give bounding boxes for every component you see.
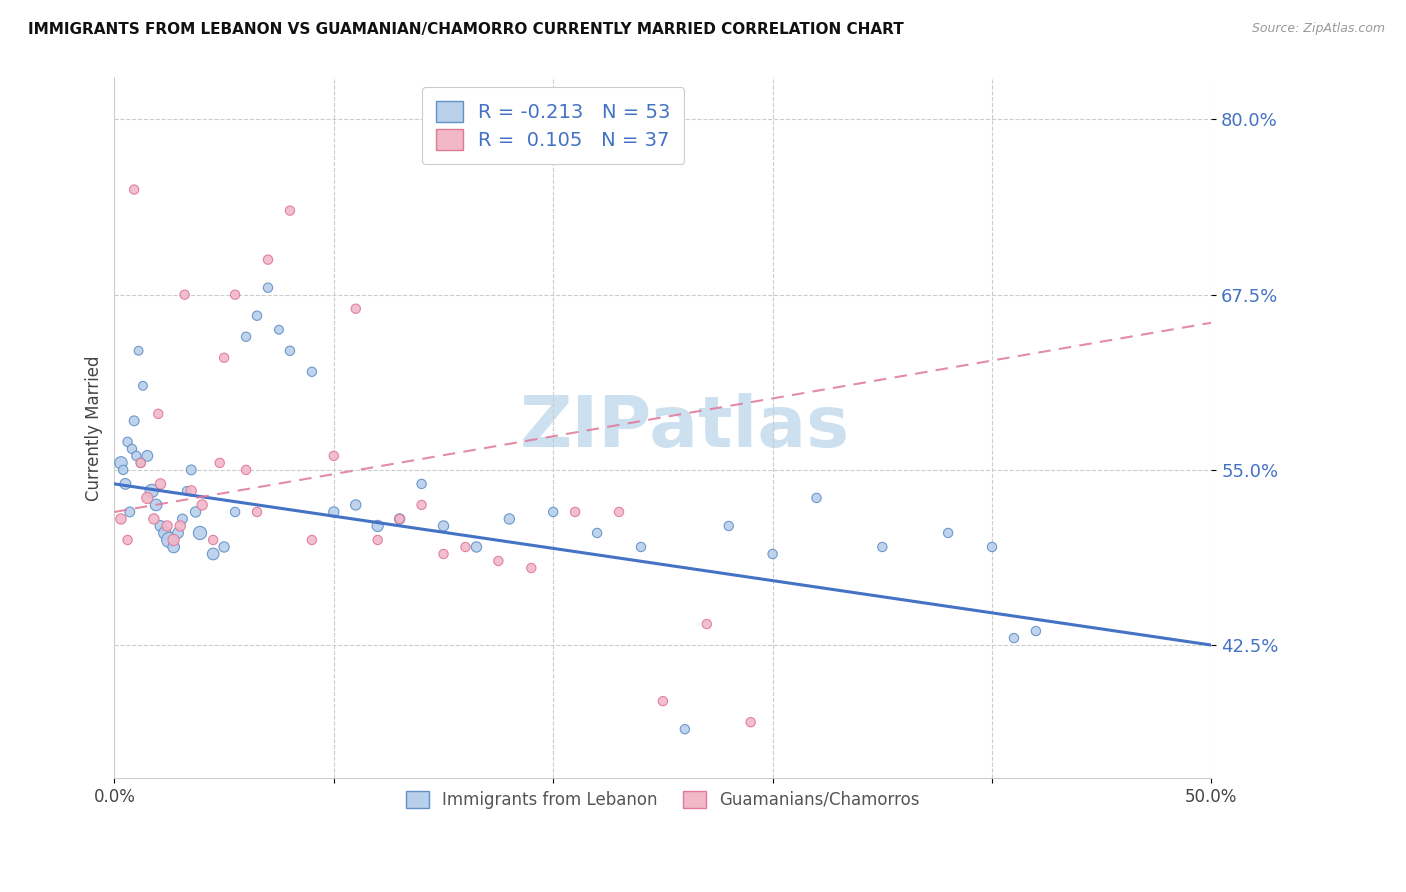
Point bbox=[301, 365, 323, 379]
Point bbox=[432, 547, 454, 561]
Point bbox=[180, 483, 202, 498]
Point bbox=[651, 694, 673, 708]
Point bbox=[121, 442, 143, 456]
Point bbox=[172, 512, 194, 526]
Point bbox=[149, 519, 172, 533]
Point bbox=[465, 540, 488, 554]
Point bbox=[129, 456, 152, 470]
Point bbox=[278, 343, 301, 358]
Point bbox=[114, 476, 136, 491]
Point bbox=[673, 722, 696, 736]
Point bbox=[117, 434, 139, 449]
Point bbox=[257, 281, 280, 295]
Point bbox=[128, 343, 150, 358]
Point bbox=[176, 483, 198, 498]
Point bbox=[586, 525, 609, 540]
Point bbox=[411, 498, 433, 512]
Point bbox=[202, 533, 225, 547]
Point bbox=[112, 463, 135, 477]
Point bbox=[212, 540, 235, 554]
Point bbox=[122, 183, 145, 197]
Point bbox=[367, 533, 389, 547]
Legend: Immigrants from Lebanon, Guamanians/Chamorros: Immigrants from Lebanon, Guamanians/Cham… bbox=[399, 784, 927, 815]
Point bbox=[630, 540, 652, 554]
Point bbox=[224, 287, 246, 301]
Point bbox=[388, 512, 411, 526]
Point bbox=[180, 463, 202, 477]
Point bbox=[607, 505, 630, 519]
Point bbox=[157, 533, 180, 547]
Text: Source: ZipAtlas.com: Source: ZipAtlas.com bbox=[1251, 22, 1385, 36]
Point bbox=[173, 287, 195, 301]
Point bbox=[1025, 624, 1047, 638]
Point bbox=[122, 414, 145, 428]
Point bbox=[110, 512, 132, 526]
Point bbox=[717, 519, 740, 533]
Point bbox=[388, 512, 411, 526]
Point bbox=[1002, 631, 1025, 645]
Point bbox=[188, 525, 211, 540]
Point bbox=[156, 519, 179, 533]
Point bbox=[520, 561, 543, 575]
Point bbox=[235, 330, 257, 344]
Point bbox=[301, 533, 323, 547]
Point bbox=[696, 617, 718, 632]
Point bbox=[224, 505, 246, 519]
Point bbox=[936, 525, 959, 540]
Point bbox=[541, 505, 564, 519]
Point bbox=[564, 505, 586, 519]
Point bbox=[125, 449, 148, 463]
Point bbox=[136, 449, 159, 463]
Point bbox=[762, 547, 785, 561]
Point bbox=[132, 379, 155, 393]
Point bbox=[191, 498, 214, 512]
Point bbox=[322, 505, 344, 519]
Point bbox=[212, 351, 235, 365]
Point bbox=[486, 554, 509, 568]
Point bbox=[169, 519, 191, 533]
Point bbox=[740, 715, 762, 730]
Point bbox=[208, 456, 231, 470]
Point bbox=[267, 323, 290, 337]
Point bbox=[148, 407, 170, 421]
Point bbox=[806, 491, 828, 505]
Point bbox=[411, 476, 433, 491]
Point bbox=[202, 547, 225, 561]
Text: IMMIGRANTS FROM LEBANON VS GUAMANIAN/CHAMORRO CURRENTLY MARRIED CORRELATION CHAR: IMMIGRANTS FROM LEBANON VS GUAMANIAN/CHA… bbox=[28, 22, 904, 37]
Point bbox=[872, 540, 894, 554]
Point bbox=[153, 525, 176, 540]
Text: ZIPatlas: ZIPatlas bbox=[520, 393, 849, 462]
Point bbox=[322, 449, 344, 463]
Point bbox=[981, 540, 1004, 554]
Point bbox=[141, 483, 163, 498]
Point bbox=[344, 301, 367, 316]
Point bbox=[149, 476, 172, 491]
Point bbox=[498, 512, 520, 526]
Point bbox=[129, 456, 152, 470]
Point bbox=[257, 252, 280, 267]
Point bbox=[163, 533, 186, 547]
Point bbox=[184, 505, 207, 519]
Point bbox=[246, 505, 269, 519]
Point bbox=[136, 491, 159, 505]
Point bbox=[367, 519, 389, 533]
Point bbox=[235, 463, 257, 477]
Point bbox=[454, 540, 477, 554]
Y-axis label: Currently Married: Currently Married bbox=[86, 355, 103, 500]
Point bbox=[167, 525, 190, 540]
Point bbox=[145, 498, 167, 512]
Point bbox=[163, 540, 186, 554]
Point bbox=[344, 498, 367, 512]
Point bbox=[118, 505, 141, 519]
Point bbox=[246, 309, 269, 323]
Point bbox=[142, 512, 165, 526]
Point bbox=[278, 203, 301, 218]
Point bbox=[110, 456, 132, 470]
Point bbox=[117, 533, 139, 547]
Point bbox=[432, 519, 454, 533]
